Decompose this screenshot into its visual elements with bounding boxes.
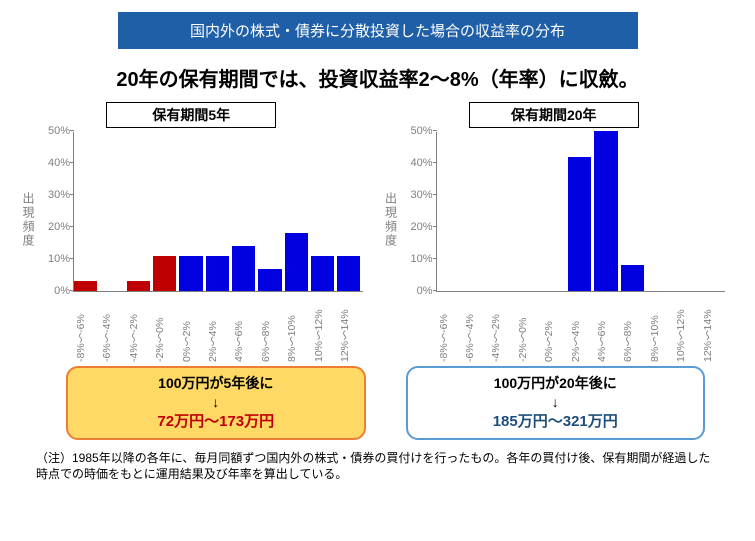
callout-right: 100万円が20年後に ↓ 185万円～321万円 [406, 366, 706, 440]
bar [232, 246, 255, 291]
x-tick-label: 4%～6% [594, 296, 617, 362]
y-tick-label: 20% [410, 221, 436, 233]
y-tick-label: 10% [48, 253, 74, 265]
bar [285, 233, 308, 291]
x-tick-label: 6%～8% [620, 296, 643, 362]
bar [206, 256, 229, 291]
bar [179, 256, 202, 291]
callout-left-range: 72万円～173万円 [157, 413, 274, 430]
bar [311, 256, 334, 291]
callout-right-line1: 100万円が20年後に [494, 375, 617, 391]
callout-left: 100万円が5年後に ↓ 72万円～173万円 [66, 366, 366, 440]
x-tick-label: 0%～2% [541, 296, 564, 362]
chart-right-xlabels: -8%～-6%-6%～-4%-4%～-2%-2%～0%0%～2%2%～4%4%～… [436, 296, 726, 362]
chart-right-title: 保有期間20年 [469, 102, 639, 128]
bar [127, 281, 150, 291]
y-tick-label: 10% [410, 253, 436, 265]
x-tick-label: -4%～-2% [488, 296, 511, 362]
y-axis-label-right: 出現頻度 [383, 192, 400, 248]
x-tick-label: -2%～0% [515, 296, 538, 362]
bar [337, 256, 360, 291]
charts-row: 保有期間5年 出現頻度 0%10%20%30%40%50% -8%～-6%-6%… [20, 102, 735, 362]
chart-left: 保有期間5年 出現頻度 0%10%20%30%40%50% -8%～-6%-6%… [20, 102, 363, 362]
x-tick-label: 6%～8% [258, 296, 281, 362]
x-tick-label: -6%～-4% [99, 296, 122, 362]
callout-left-line1: 100万円が5年後に [158, 375, 273, 391]
y-tick-label: 20% [48, 221, 74, 233]
y-tick-label: 30% [48, 189, 74, 201]
x-tick-label: 10%～12% [311, 296, 334, 362]
callout-right-range: 185万円～321万円 [493, 413, 618, 430]
x-tick-label: 2%～4% [205, 296, 228, 362]
bar [621, 265, 644, 291]
x-tick-label: -8%～-6% [73, 296, 96, 362]
y-tick-label: 0% [54, 285, 74, 297]
y-axis-label-left: 出現頻度 [20, 192, 37, 248]
chart-left-xlabels: -8%～-6%-6%～-4%-4%～-2%-2%～0%0%～2%2%～4%4%～… [73, 296, 363, 362]
x-tick-label: -8%～-6% [436, 296, 459, 362]
y-tick-label: 0% [417, 285, 437, 297]
bar [594, 131, 617, 291]
x-tick-label: 0%～2% [179, 296, 202, 362]
bar [258, 269, 281, 291]
x-tick-label: -6%～-4% [462, 296, 485, 362]
callouts-row: 100万円が5年後に ↓ 72万円～173万円 100万円が20年後に ↓ 18… [20, 362, 735, 440]
x-tick-label: 8%～10% [647, 296, 670, 362]
headline: 20年の保有期間では、投資収益率2～8%（年率）に収斂。 [20, 63, 735, 92]
footnote: （注）1985年以降の各年に、毎月同額ずつ国内外の株式・債券の買付けを行ったもの… [20, 440, 735, 482]
y-tick-label: 50% [48, 125, 74, 137]
chart-right: 保有期間20年 出現頻度 0%10%20%30%40%50% -8%～-6%-6… [383, 102, 726, 362]
x-tick-label: -2%～0% [152, 296, 175, 362]
chart-left-title: 保有期間5年 [106, 102, 276, 128]
x-tick-label: 8%～10% [284, 296, 307, 362]
x-tick-label: 12%～14% [337, 296, 360, 362]
y-tick-label: 30% [410, 189, 436, 201]
y-tick-label: 50% [410, 125, 436, 137]
down-arrow-icon: ↓ [72, 393, 360, 412]
title-banner: 国内外の株式・債券に分散投資した場合の収益率の分布 [118, 12, 638, 49]
y-tick-label: 40% [410, 157, 436, 169]
bar [74, 281, 97, 291]
chart-left-plot: 0%10%20%30%40%50% [73, 132, 363, 292]
y-tick-label: 40% [48, 157, 74, 169]
bar [153, 256, 176, 291]
x-tick-label: 12%～14% [700, 296, 723, 362]
x-tick-label: 4%～6% [231, 296, 254, 362]
x-tick-label: 2%～4% [568, 296, 591, 362]
bar [568, 157, 591, 291]
x-tick-label: 10%～12% [673, 296, 696, 362]
x-tick-label: -4%～-2% [126, 296, 149, 362]
chart-right-plot: 0%10%20%30%40%50% [436, 132, 726, 292]
down-arrow-icon: ↓ [412, 393, 700, 412]
